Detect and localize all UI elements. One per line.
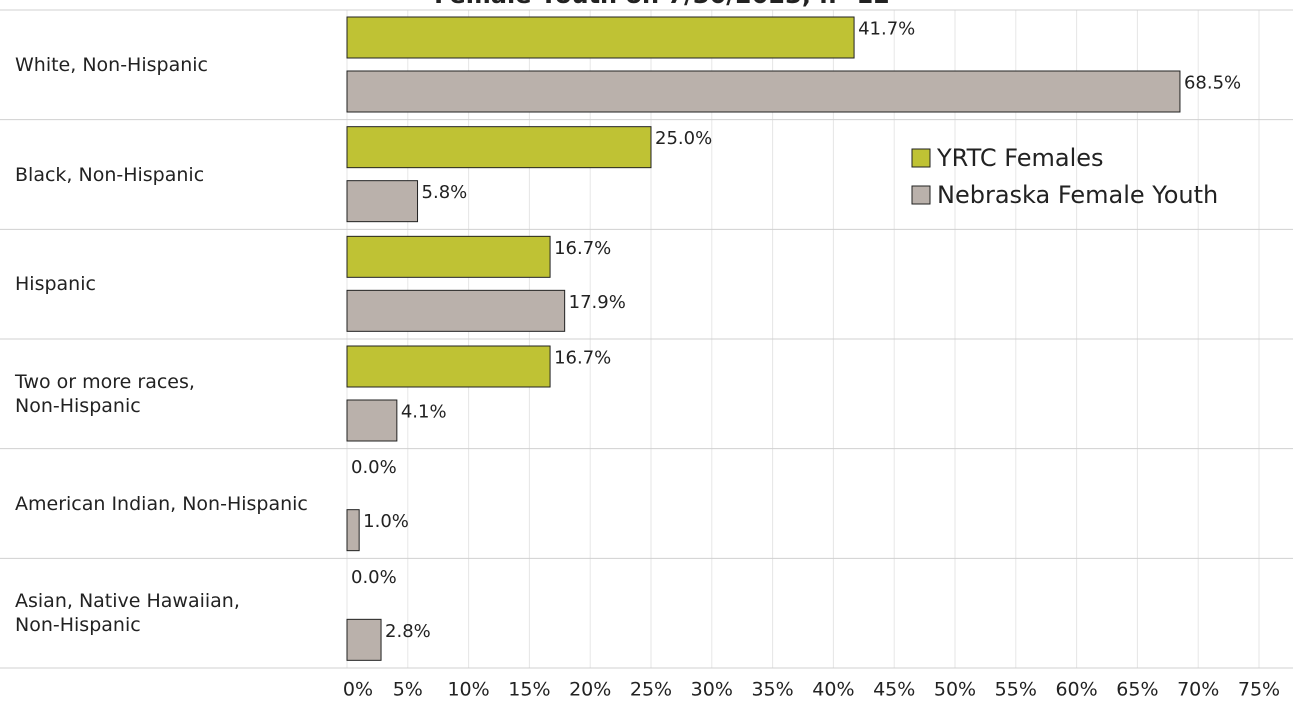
category-label: American Indian, Non-Hispanic — [15, 492, 308, 515]
category-label: White, Non-Hispanic — [15, 53, 208, 76]
x-tick-label: 60% — [1055, 679, 1097, 701]
bar — [346, 399, 398, 442]
x-tick-label: 55% — [995, 679, 1037, 701]
x-tick-label: 45% — [873, 679, 915, 701]
category-label: Two or more races, Non-Hispanic — [15, 370, 195, 417]
bar — [346, 70, 1181, 113]
category-label: Asian, Native Hawaiian, Non-Hispanic — [15, 590, 240, 637]
x-tick-label: 10% — [447, 679, 489, 701]
data-label: 25.0% — [655, 128, 712, 149]
bar — [346, 289, 566, 332]
x-tick-label: 0% — [343, 679, 373, 701]
x-tick-label: 30% — [691, 679, 733, 701]
bar — [346, 16, 855, 59]
data-label: 5.8% — [422, 182, 468, 203]
bar — [346, 126, 652, 169]
bar — [346, 345, 551, 388]
legend-swatch — [911, 185, 931, 205]
bar — [346, 618, 382, 661]
bar — [346, 509, 360, 552]
x-tick-label: 75% — [1238, 679, 1280, 701]
data-label: 17.9% — [569, 292, 626, 313]
data-label: 68.5% — [1184, 73, 1241, 94]
chart-title: Female Youth on 7/30/2023, n=12 — [434, 0, 890, 9]
data-label: 16.7% — [554, 348, 611, 369]
x-tick-label: 65% — [1116, 679, 1158, 701]
x-tick-label: 40% — [812, 679, 854, 701]
category-label: Black, Non-Hispanic — [15, 163, 205, 186]
x-tick-label: 15% — [508, 679, 550, 701]
bar — [346, 235, 551, 278]
x-tick-label: 25% — [630, 679, 672, 701]
data-label: 0.0% — [351, 567, 397, 588]
category-label: Hispanic — [15, 273, 96, 296]
data-label: 0.0% — [351, 457, 397, 478]
data-label: 1.0% — [363, 511, 409, 532]
legend-label: Nebraska Female Youth — [937, 181, 1218, 209]
x-tick-label: 35% — [751, 679, 793, 701]
bar — [346, 180, 419, 223]
x-tick-label: 50% — [934, 679, 976, 701]
x-tick-label: 70% — [1177, 679, 1219, 701]
x-tick-label: 5% — [393, 679, 423, 701]
data-label: 4.1% — [401, 402, 447, 423]
data-label: 41.7% — [858, 19, 915, 40]
data-label: 16.7% — [554, 238, 611, 259]
legend-label: YRTC Females — [936, 144, 1104, 172]
legend-swatch — [911, 148, 931, 168]
data-label: 2.8% — [385, 621, 431, 642]
x-tick-label: 20% — [569, 679, 611, 701]
